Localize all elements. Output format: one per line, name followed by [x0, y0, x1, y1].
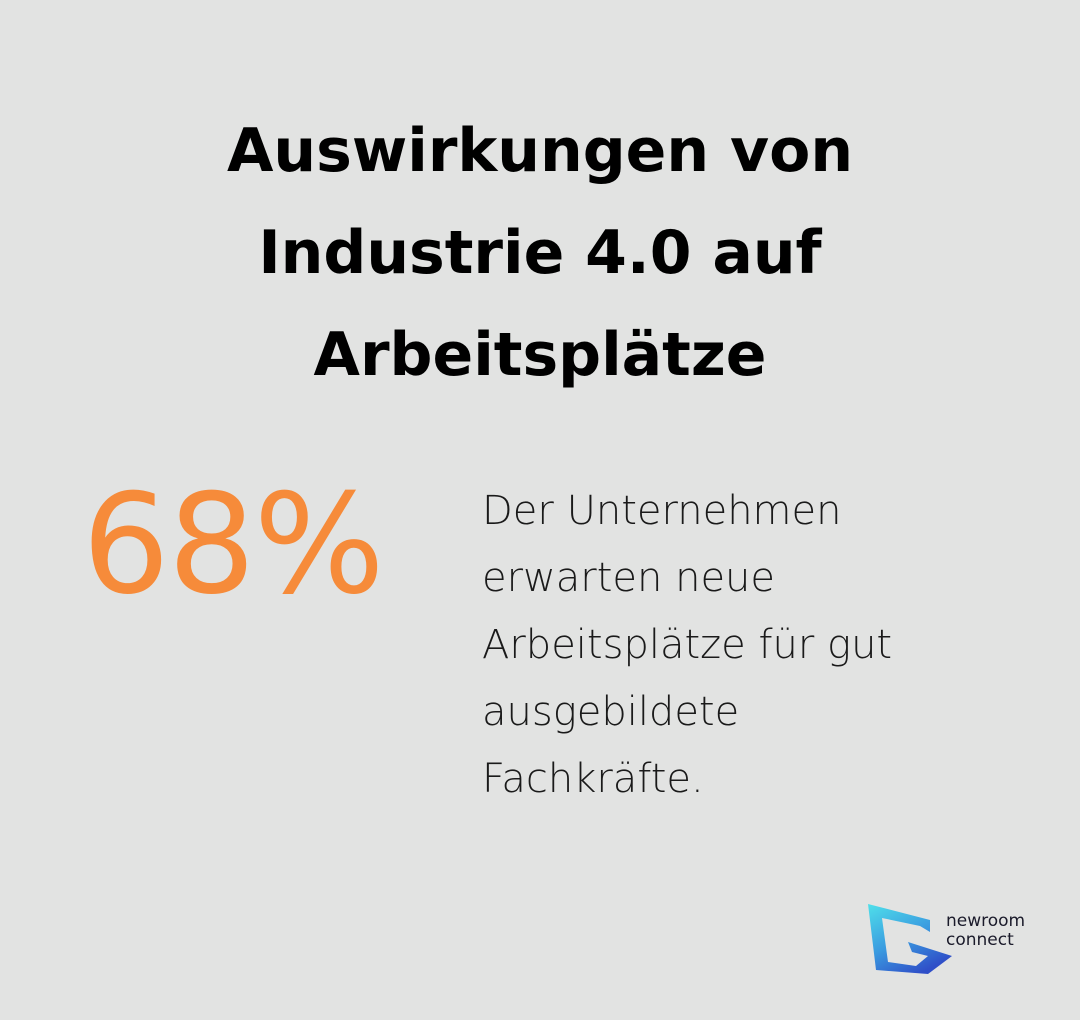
brand-logo: newroom connect	[868, 904, 1048, 976]
stat-description-line: Arbeitsplätze für gut	[482, 622, 893, 668]
headline-line-1: Auswirkungen von	[226, 116, 854, 186]
stat-description-line: erwarten neue	[482, 555, 776, 601]
stat-description-line: Fachkräfte.	[482, 756, 704, 802]
stat-description-line: Der Unternehmen	[482, 488, 842, 534]
brand-name-line-2: connect	[946, 930, 1014, 950]
newroom-connect-logo-icon	[868, 904, 952, 974]
stat-description: Der Unternehmen erwarten neue Arbeitsplä…	[482, 478, 942, 813]
brand-name-line-1: newroom	[946, 911, 1026, 931]
headline-line-3: Arbeitsplätze	[313, 320, 767, 390]
stat-description-line: ausgebildete	[482, 689, 740, 735]
headline-line-2: Industrie 4.0 auf	[258, 218, 822, 288]
headline: Auswirkungen von Industrie 4.0 auf Arbei…	[60, 100, 1020, 406]
stat-percentage: 68%	[82, 464, 385, 625]
brand-name: newroom connect	[946, 912, 1025, 950]
